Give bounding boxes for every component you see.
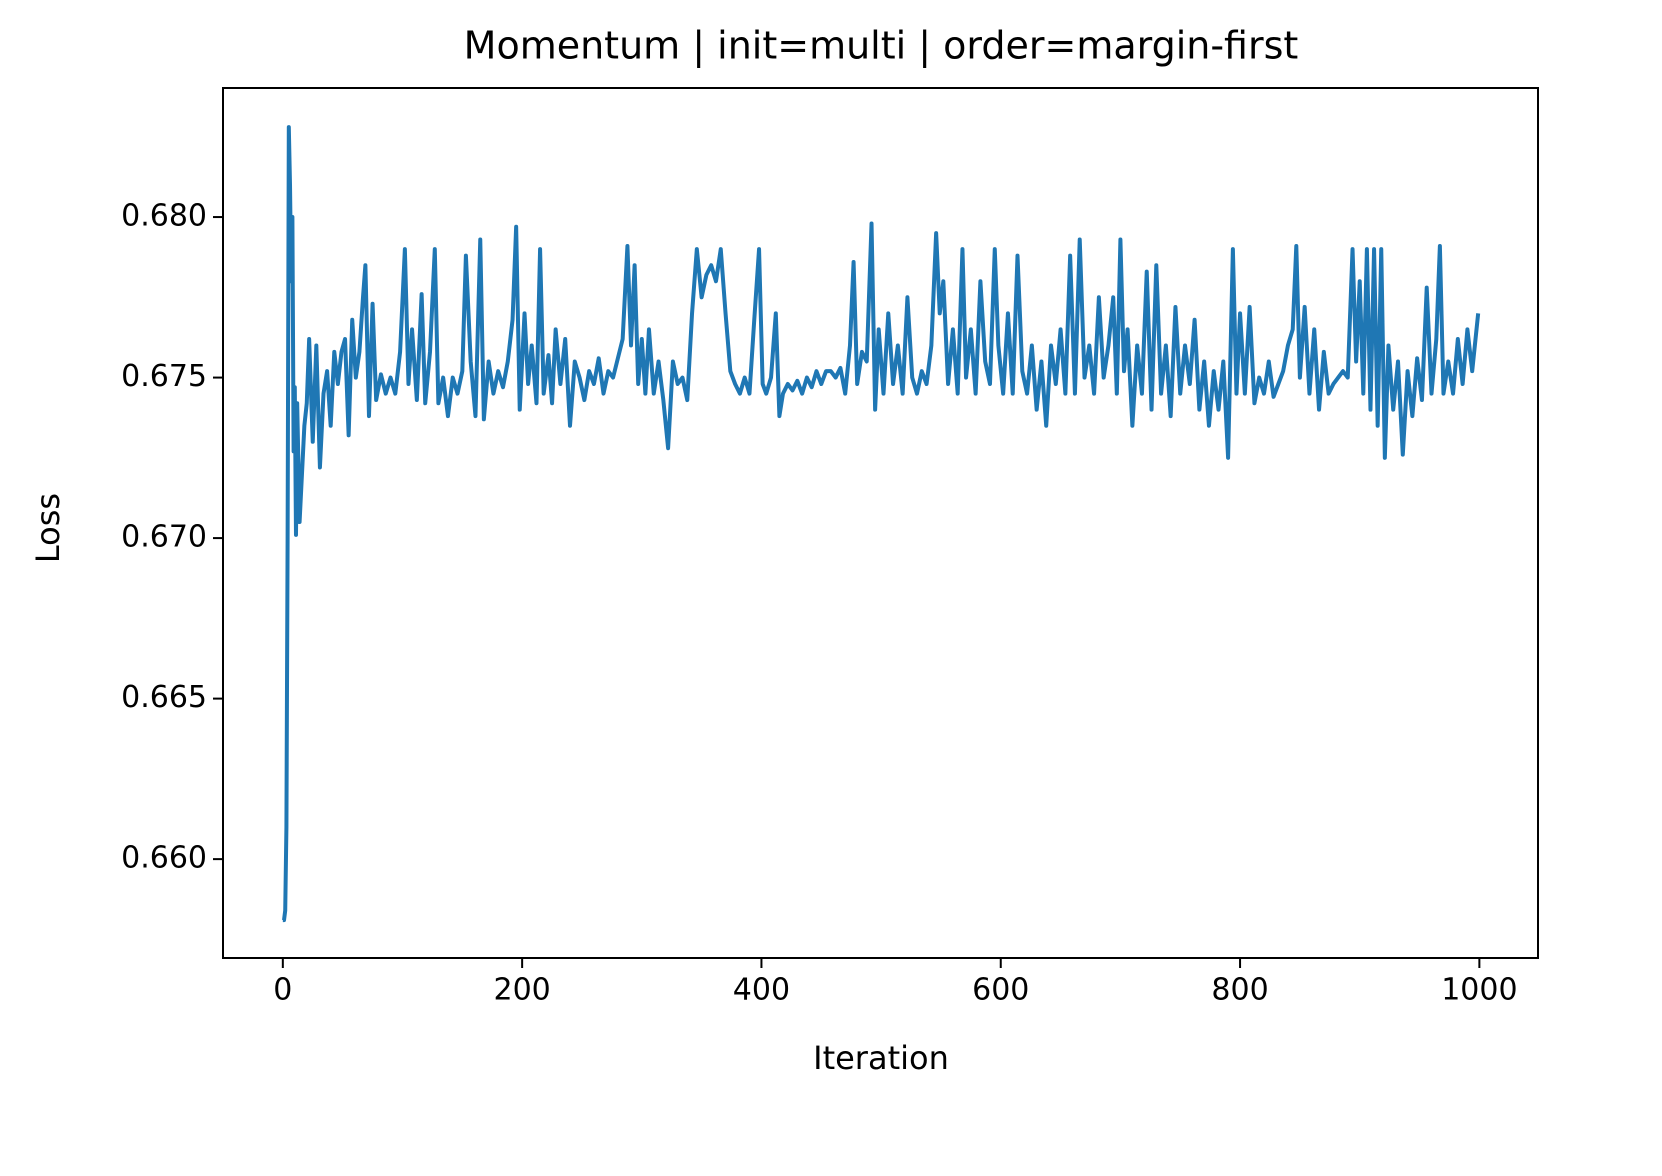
x-tick-label: 600 — [972, 973, 1029, 1008]
y-tick-label: 0.670 — [121, 520, 207, 555]
data-line — [282, 125, 1481, 923]
y-tick-label: 0.660 — [121, 841, 207, 876]
y-tick-label: 0.680 — [121, 199, 207, 234]
x-tick-label: 0 — [273, 973, 292, 1008]
chart-title: Momentum | init=multi | order=margin-fir… — [464, 24, 1299, 69]
axes-frame — [222, 87, 1539, 959]
y-tick-label: 0.665 — [121, 680, 207, 715]
x-tick-label: 1000 — [1441, 973, 1517, 1008]
x-tick-label: 400 — [733, 973, 790, 1008]
x-tick-label: 200 — [494, 973, 551, 1008]
x-tick-label: 800 — [1211, 973, 1268, 1008]
y-tick-label: 0.675 — [121, 359, 207, 394]
x-axis-label: Iteration — [813, 1039, 949, 1077]
y-axis-label: Loss — [29, 493, 67, 563]
